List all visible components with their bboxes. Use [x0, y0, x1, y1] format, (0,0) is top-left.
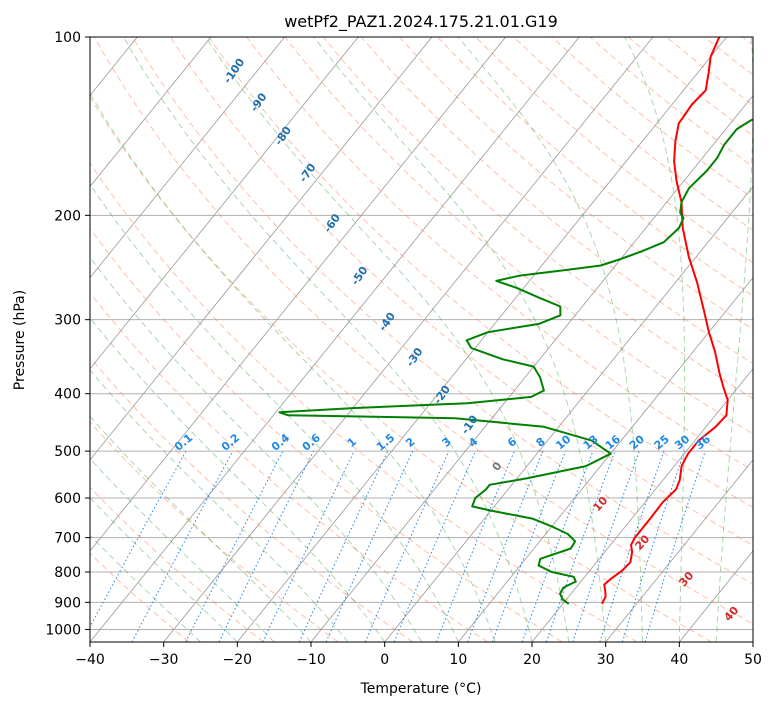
y-tick-label: 600 [54, 491, 81, 507]
y-tick-label: 700 [54, 531, 81, 547]
y-tick-label: 900 [54, 595, 81, 611]
x-tick-label: 20 [523, 652, 541, 668]
x-tick-label: 40 [670, 652, 688, 668]
x-axis-label: Temperature (°C) [360, 681, 482, 697]
x-tick-label: 50 [744, 652, 762, 668]
y-tick-label: 500 [54, 444, 81, 460]
x-tick-label: 30 [597, 652, 615, 668]
x-tick-label: 10 [449, 652, 467, 668]
y-axis-label: Pressure (hPa) [12, 290, 28, 390]
y-tick-label: 200 [54, 208, 81, 224]
x-tick-label: −10 [296, 652, 326, 668]
x-tick-label: −30 [149, 652, 179, 668]
y-tick-label: 1000 [45, 622, 81, 638]
y-tick-label: 400 [54, 387, 81, 403]
x-tick-label: 0 [380, 652, 389, 668]
chart-title: wetPf2_PAZ1.2024.175.21.01.G19 [284, 12, 558, 32]
x-tick-label: −20 [223, 652, 253, 668]
y-tick-label: 800 [54, 565, 81, 581]
y-tick-label: 100 [54, 30, 81, 46]
y-tick-label: 300 [54, 313, 81, 329]
x-tick-label: −40 [75, 652, 105, 668]
